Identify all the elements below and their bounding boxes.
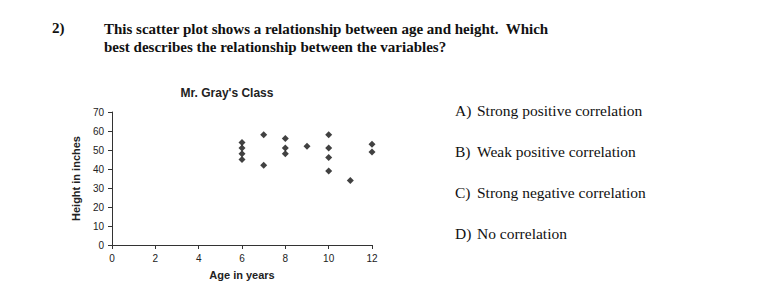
html-text:D) No correlation: D) No correlation [455,225,567,242]
html-text:Strong negative correlation: Strong negative correlation [477,184,646,201]
html-text:best describes the relationshi: best describes the relationship between … [104,39,447,55]
svg-text:10: 10 [93,221,105,232]
svg-text:10: 10 [323,253,335,264]
html-text:A) Strong positive correlation: A) Strong positive correlation [455,102,643,119]
svg-text:0: 0 [109,253,115,264]
svg-text:Mr. Gray's Class: Mr. Gray's Class [181,86,274,100]
svg-text:6: 6 [239,253,245,264]
svg-text:60: 60 [93,126,105,137]
svg-text:Height in inches: Height in inches [70,136,82,221]
svg-text:40: 40 [93,164,105,175]
svg-text:0: 0 [98,240,104,251]
svg-text:4: 4 [196,253,202,264]
html-text:C): C) [455,184,471,201]
html-text:2): 2) [52,20,65,36]
svg-text:30: 30 [93,183,105,194]
html-text:Weak positive correlation: Weak positive correlation [477,143,636,160]
html-text:B): B) [455,143,471,160]
svg-text:Age in years: Age in years [209,269,274,281]
svg-text:8: 8 [283,253,289,264]
svg-text:2: 2 [153,253,159,264]
svg-text:70: 70 [93,107,105,118]
svg-text:12: 12 [366,253,378,264]
svg-text:20: 20 [93,202,105,213]
html-text:This scatter plot shows a rela: This scatter plot shows a relationship b… [104,21,549,37]
svg-text:50: 50 [93,145,105,156]
